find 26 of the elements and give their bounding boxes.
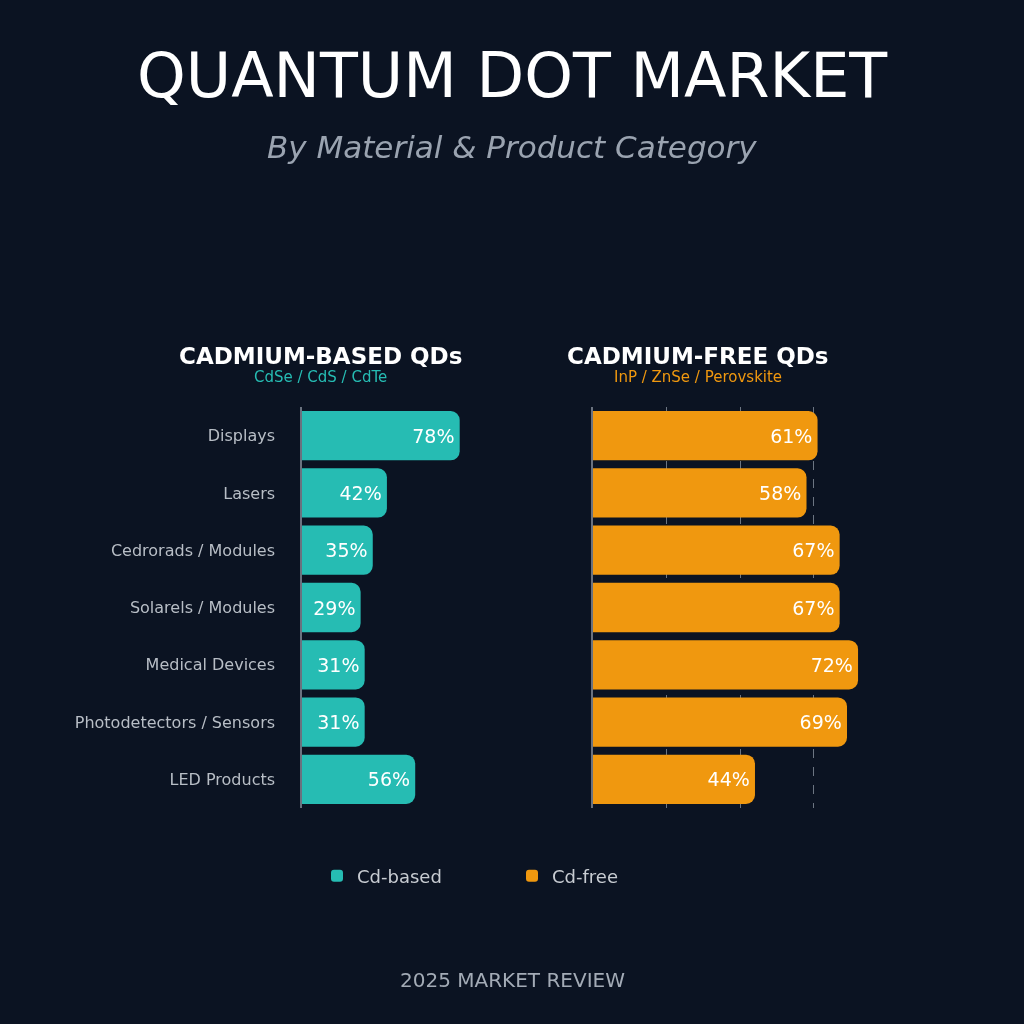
y-tick-label: Lasers	[223, 483, 276, 503]
bar	[302, 468, 387, 518]
bar	[302, 697, 365, 747]
legend-label: Cd-based	[357, 865, 442, 887]
y-tick-label: LED Products	[169, 769, 276, 789]
data-label: 35%	[325, 539, 368, 562]
bar	[302, 640, 365, 690]
text: QUANTUM DOT MARKET	[137, 39, 889, 112]
data-label: 56%	[367, 768, 411, 791]
bar	[302, 411, 460, 461]
chart-title: CADMIUM-BASED QDs	[179, 343, 463, 369]
y-tick-label: Solarels / Modules	[129, 598, 276, 618]
data-label: 29%	[313, 596, 356, 619]
data-label: 42%	[339, 481, 382, 504]
y-tick-label: Medical Devices	[145, 655, 276, 675]
bar	[302, 525, 373, 575]
y-tick-label: Photodetectors / Sensors	[74, 712, 276, 732]
data-label: 31%	[317, 711, 360, 734]
text: By Material & Product Category	[267, 129, 758, 165]
y-tick-label: Cedrorads / Modules	[110, 540, 276, 560]
data-label: 31%	[317, 653, 360, 676]
data-label: 78%	[412, 424, 455, 447]
bar	[302, 754, 416, 804]
y-tick-label: Displays	[207, 426, 276, 446]
text: 2025 MARKET REVIEW	[400, 968, 626, 992]
chart-subtitle: CdSe / CdS / CdTe	[254, 368, 388, 386]
